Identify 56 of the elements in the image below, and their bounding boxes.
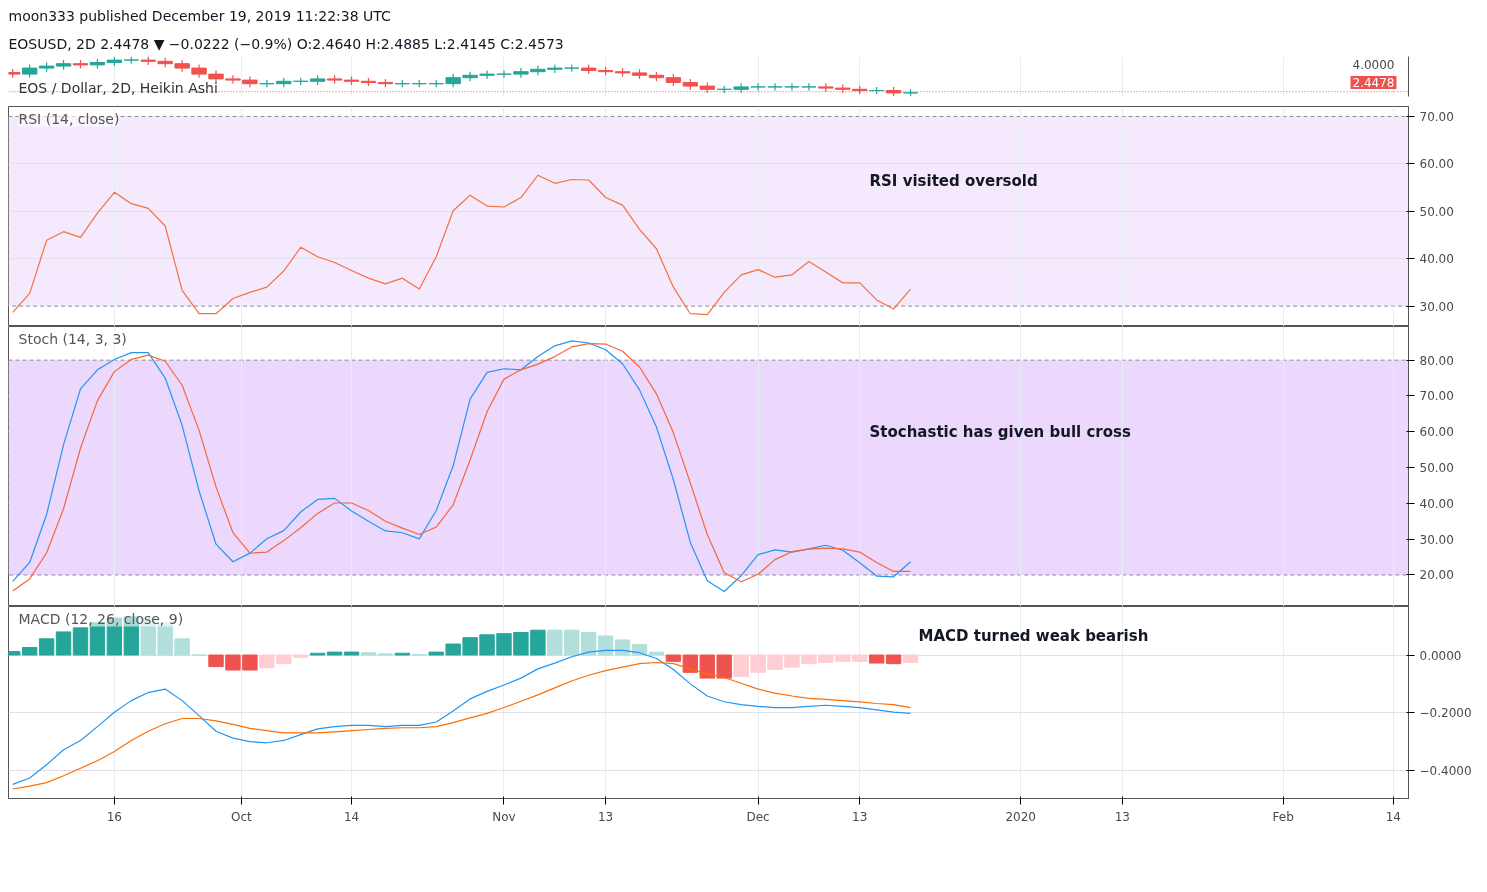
bar bbox=[55, 631, 72, 656]
x-tick-label: Nov bbox=[492, 809, 516, 824]
y-tick-label: 60.00 bbox=[1419, 425, 1454, 440]
candlestick bbox=[614, 67, 631, 78]
y-tick-label: 60.00 bbox=[1419, 157, 1454, 172]
chart-title: moon333 published December 19, 2019 11:22:38 UTC bbox=[8, 7, 391, 24]
annotation: RSI visited oversold bbox=[869, 172, 1038, 191]
chart-title: MACD (12, 26, close, 9) bbox=[18, 610, 184, 627]
y-tick-label: 30.00 bbox=[1419, 299, 1454, 314]
x-tick-label: 13 bbox=[852, 809, 868, 824]
x-tick-label: Oct bbox=[231, 809, 253, 824]
x-tick-label: 16 bbox=[106, 809, 123, 824]
annotation: Stochastic has given bull cross bbox=[869, 423, 1131, 442]
candlestick bbox=[242, 75, 258, 88]
candlestick bbox=[733, 82, 749, 94]
bar bbox=[72, 627, 89, 656]
y-tick-label: −0.4000 bbox=[1419, 763, 1472, 778]
candlestick bbox=[767, 82, 783, 92]
x-tick-label: 14 bbox=[1385, 809, 1401, 824]
annotation: MACD turned weak bearish bbox=[918, 626, 1149, 645]
candlestick bbox=[784, 82, 800, 92]
bar bbox=[326, 651, 343, 656]
bar bbox=[343, 651, 360, 656]
y-tick-label: 20.00 bbox=[1419, 568, 1454, 583]
y-tick-label: 40.00 bbox=[1419, 496, 1454, 511]
y-tick-label: 0.0000 bbox=[1419, 648, 1462, 663]
bar bbox=[902, 654, 919, 664]
bar bbox=[360, 652, 377, 656]
y-tick-label: 50.00 bbox=[1419, 461, 1454, 476]
x-tick-label: 13 bbox=[597, 809, 614, 824]
bar bbox=[614, 639, 631, 656]
candlestick bbox=[801, 82, 817, 92]
candlestick bbox=[750, 82, 766, 92]
chart-subtitle: EOSUSD, 2D 2.4478 ▼ −0.0222 (−0.9%) O:2.4640 H:2.4885 L:2.4145 C:2.4573 bbox=[8, 35, 564, 52]
chart-title: Stoch (14, 3, 3) bbox=[18, 330, 127, 347]
x-tick-label: 14 bbox=[343, 809, 360, 824]
bar bbox=[648, 651, 665, 656]
y-tick-label: 40.00 bbox=[1419, 252, 1454, 267]
x-tick-label: 13 bbox=[1114, 809, 1130, 824]
y-tick-label: 70.00 bbox=[1419, 389, 1454, 404]
y-tick-label: 70.00 bbox=[1419, 109, 1454, 124]
candlestick bbox=[326, 74, 343, 85]
y-tick-label: −0.2000 bbox=[1419, 706, 1472, 721]
series-label: EOS / Dollar, 2D, Heikin Ashi bbox=[18, 79, 218, 96]
annotation: 2.4478 bbox=[1352, 76, 1395, 90]
x-tick-label: Feb bbox=[1272, 809, 1294, 824]
x-tick-label: Dec bbox=[746, 809, 770, 824]
y-tick-label: 50.00 bbox=[1419, 204, 1454, 219]
x-tick-label: 2020 bbox=[1005, 809, 1036, 824]
candlestick bbox=[72, 59, 89, 70]
chart-title: RSI (14, close) bbox=[18, 110, 120, 127]
candlestick bbox=[496, 69, 512, 79]
annotation: 4.0000 bbox=[1352, 58, 1395, 72]
y-tick-label: 80.00 bbox=[1419, 353, 1454, 368]
candlestick bbox=[818, 82, 834, 93]
y-tick-label: 30.00 bbox=[1419, 532, 1454, 547]
